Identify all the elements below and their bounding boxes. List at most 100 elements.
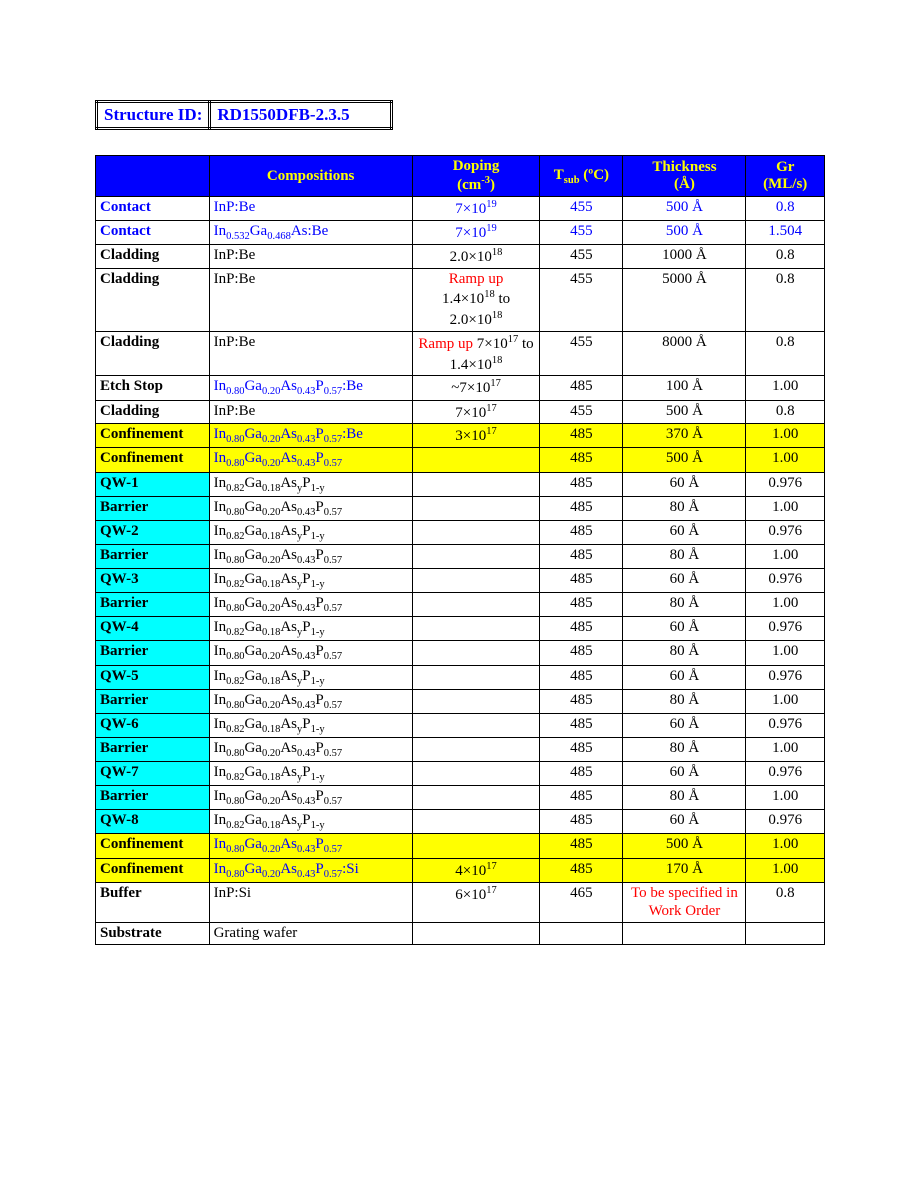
layer-table: Compositions Doping (cm-3) Tsub (ºC) Thi… <box>95 155 825 945</box>
cell-doping: 6×1017 <box>412 882 540 923</box>
cell-tsub: 485 <box>540 641 623 665</box>
cell-thickness: 170 Å <box>623 858 746 882</box>
cell-doping: 4×1017 <box>412 858 540 882</box>
cell-layer: Contact <box>96 220 210 244</box>
cell-gr: 1.00 <box>746 858 825 882</box>
layer-tbody: ContactInP:Be7×1019455500 Å0.8ContactIn0… <box>96 197 825 945</box>
cell-gr: 1.504 <box>746 220 825 244</box>
cell-composition: In0.82Ga0.18AsyP1-y <box>209 713 412 737</box>
cell-layer: Barrier <box>96 544 210 568</box>
cell-thickness: 80 Å <box>623 786 746 810</box>
cell-layer: Barrier <box>96 737 210 761</box>
cell-doping <box>412 569 540 593</box>
cell-layer: Barrier <box>96 496 210 520</box>
cell-layer: Confinement <box>96 834 210 858</box>
cell-gr: 0.976 <box>746 665 825 689</box>
header-row: Compositions Doping (cm-3) Tsub (ºC) Thi… <box>96 156 825 197</box>
table-row: ConfinementIn0.80Ga0.20As0.43P0.57485500… <box>96 448 825 472</box>
cell-gr: 0.976 <box>746 810 825 834</box>
cell-doping <box>412 786 540 810</box>
cell-thickness: To be specified in Work Order <box>623 882 746 923</box>
cell-gr: 1.00 <box>746 544 825 568</box>
cell-composition: In0.80Ga0.20As0.43P0.57 <box>209 496 412 520</box>
cell-gr: 0.976 <box>746 569 825 593</box>
cell-composition: In0.80Ga0.20As0.43P0.57 <box>209 593 412 617</box>
header-layer <box>96 156 210 197</box>
cell-gr <box>746 923 825 945</box>
cell-tsub: 485 <box>540 448 623 472</box>
cell-thickness: 80 Å <box>623 689 746 713</box>
cell-gr: 0.8 <box>746 244 825 268</box>
cell-tsub: 485 <box>540 472 623 496</box>
cell-doping <box>412 520 540 544</box>
cell-gr: 1.00 <box>746 641 825 665</box>
table-row: CladdingInP:BeRamp up1.4×1018 to 2.0×101… <box>96 268 825 331</box>
table-row: ContactIn0.532Ga0.468As:Be7×1019455500 Å… <box>96 220 825 244</box>
cell-composition: InP:Be <box>209 400 412 424</box>
table-row: ContactInP:Be7×1019455500 Å0.8 <box>96 197 825 221</box>
cell-thickness: 60 Å <box>623 762 746 786</box>
cell-doping <box>412 689 540 713</box>
cell-doping: 3×1017 <box>412 424 540 448</box>
cell-gr: 0.8 <box>746 400 825 424</box>
cell-gr: 0.8 <box>746 331 825 376</box>
cell-tsub: 455 <box>540 197 623 221</box>
cell-gr: 0.8 <box>746 268 825 331</box>
table-row: QW-7In0.82Ga0.18AsyP1-y48560 Å0.976 <box>96 762 825 786</box>
table-row: QW-5In0.82Ga0.18AsyP1-y48560 Å0.976 <box>96 665 825 689</box>
cell-layer: Cladding <box>96 244 210 268</box>
table-row: ConfinementIn0.80Ga0.20As0.43P0.57:Si4×1… <box>96 858 825 882</box>
cell-tsub: 485 <box>540 496 623 520</box>
cell-tsub: 485 <box>540 786 623 810</box>
cell-doping: 2.0×1018 <box>412 244 540 268</box>
table-row: BarrierIn0.80Ga0.20As0.43P0.5748580 Å1.0… <box>96 496 825 520</box>
cell-gr: 0.976 <box>746 520 825 544</box>
cell-layer: QW-1 <box>96 472 210 496</box>
cell-tsub: 455 <box>540 244 623 268</box>
cell-tsub: 485 <box>540 762 623 786</box>
cell-composition: In0.82Ga0.18AsyP1-y <box>209 665 412 689</box>
cell-thickness: 60 Å <box>623 665 746 689</box>
cell-tsub: 455 <box>540 400 623 424</box>
cell-doping <box>412 593 540 617</box>
table-row: ConfinementIn0.80Ga0.20As0.43P0.57:Be3×1… <box>96 424 825 448</box>
cell-tsub: 485 <box>540 569 623 593</box>
cell-thickness: 1000 Å <box>623 244 746 268</box>
cell-layer: Confinement <box>96 448 210 472</box>
cell-thickness: 60 Å <box>623 617 746 641</box>
cell-thickness: 80 Å <box>623 544 746 568</box>
cell-composition: In0.80Ga0.20As0.43P0.57 <box>209 834 412 858</box>
structure-id-label: Structure ID: <box>97 102 210 129</box>
cell-gr: 1.00 <box>746 496 825 520</box>
cell-composition: In0.82Ga0.18AsyP1-y <box>209 569 412 593</box>
cell-thickness: 500 Å <box>623 220 746 244</box>
cell-composition: In0.80Ga0.20As0.43P0.57 <box>209 544 412 568</box>
cell-tsub: 485 <box>540 520 623 544</box>
cell-gr: 1.00 <box>746 448 825 472</box>
cell-layer: QW-6 <box>96 713 210 737</box>
table-row: CladdingInP:BeRamp up 7×1017 to 1.4×1018… <box>96 331 825 376</box>
cell-tsub: 485 <box>540 376 623 400</box>
cell-gr: 0.976 <box>746 713 825 737</box>
cell-doping <box>412 834 540 858</box>
cell-gr: 1.00 <box>746 689 825 713</box>
cell-composition: In0.80Ga0.20As0.43P0.57 <box>209 641 412 665</box>
cell-doping: 7×1019 <box>412 220 540 244</box>
cell-gr: 0.976 <box>746 762 825 786</box>
structure-id-value: RD1550DFB-2.3.5 <box>210 102 391 129</box>
cell-tsub: 455 <box>540 268 623 331</box>
cell-gr: 1.00 <box>746 376 825 400</box>
cell-doping: 7×1019 <box>412 197 540 221</box>
structure-id-table: Structure ID: RD1550DFB-2.3.5 <box>95 100 393 130</box>
cell-composition: In0.80Ga0.20As0.43P0.57 <box>209 689 412 713</box>
table-row: BufferInP:Si6×1017465To be specified in … <box>96 882 825 923</box>
cell-composition: In0.82Ga0.18AsyP1-y <box>209 810 412 834</box>
cell-tsub: 455 <box>540 331 623 376</box>
table-row: BarrierIn0.80Ga0.20As0.43P0.5748580 Å1.0… <box>96 641 825 665</box>
cell-doping <box>412 472 540 496</box>
cell-composition: In0.80Ga0.20As0.43P0.57:Be <box>209 376 412 400</box>
cell-composition: In0.80Ga0.20As0.43P0.57 <box>209 786 412 810</box>
table-row: BarrierIn0.80Ga0.20As0.43P0.5748580 Å1.0… <box>96 544 825 568</box>
cell-gr: 1.00 <box>746 593 825 617</box>
cell-layer: Confinement <box>96 858 210 882</box>
